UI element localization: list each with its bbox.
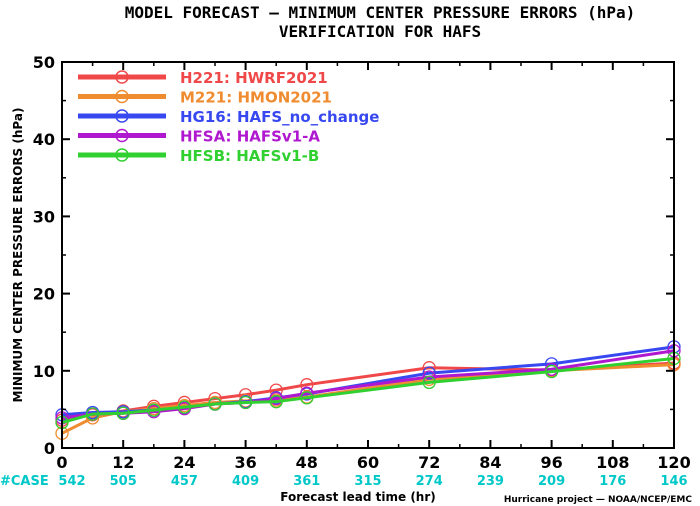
legend-label: M221: HMON2021 [180,89,332,107]
series-line [61,356,675,424]
x-tick-label: 12 [112,453,134,472]
case-count: 176 [599,474,626,489]
legend-marker [115,128,129,143]
chart-title: MODEL FORECAST — MINIMUM CENTER PRESSURE… [125,3,636,22]
data-point [544,364,559,379]
case-count: 146 [660,474,687,489]
data-point [300,391,314,405]
data-point [269,395,283,409]
y-tick-label: 10 [33,362,55,381]
case-count: 209 [538,474,565,489]
legend-marker [115,109,129,123]
case-count: 361 [293,474,320,489]
x-tick-label: 120 [657,453,690,472]
x-tick-label: 96 [540,453,562,472]
y-tick-label: 0 [44,439,55,458]
x-tick-label: 108 [596,453,629,472]
y-tick-label: 40 [33,130,55,149]
case-count: 274 [416,474,443,489]
data-point [238,395,253,410]
case-count: 239 [477,474,504,489]
case-count: 409 [232,474,259,489]
case-count: 542 [58,474,85,489]
legend-label: H221: HWRF2021 [180,69,328,87]
chart-subtitle: VERIFICATION FOR HAFS [279,22,481,41]
legend-marker [115,148,129,162]
x-axis-label: Forecast lead time (hr) [280,490,436,504]
y-tick-label: 50 [33,53,55,72]
data-point [116,406,130,420]
legend-marker [115,70,129,84]
x-tick-label: 84 [479,453,501,472]
credit-text: Hurricane project — NOAA/NCEP/EMC [504,495,693,505]
data-point [147,403,161,417]
data-point [177,400,192,414]
case-count: 315 [354,474,381,489]
data-point [85,407,100,421]
data-point [422,366,436,380]
y-tick-label: 30 [33,207,55,226]
data-point [422,375,436,390]
x-tick-label: 24 [173,453,195,472]
case-count-label: #CASE [0,474,49,489]
case-count: 457 [171,474,198,489]
axes-layer: 0 12 24 36 48 60 72 84 96 108 120 0 10 20 30 40 50 #CASE 5… [0,53,691,489]
legend-marker [115,89,129,104]
data-point [208,397,222,411]
x-tick-label: 60 [357,453,379,472]
data-point [269,391,283,406]
x-tick-label: 36 [234,453,256,472]
case-count: 505 [110,474,137,489]
series-layer [55,340,681,440]
legend-label: HG16: HAFS_no_change [180,108,379,126]
x-tick-label: 48 [296,453,318,472]
x-tick-label: 0 [56,453,67,472]
y-tick-label: 20 [33,285,55,304]
legend-label: HFSA: HAFSv1-A [180,128,320,146]
legend-label: HFSB: HAFSv1-B [180,147,319,165]
x-tick-label: 72 [418,453,440,472]
y-axis-label: MINIMUM CENTER PRESSURE ERRORS (hPa) [11,108,25,403]
